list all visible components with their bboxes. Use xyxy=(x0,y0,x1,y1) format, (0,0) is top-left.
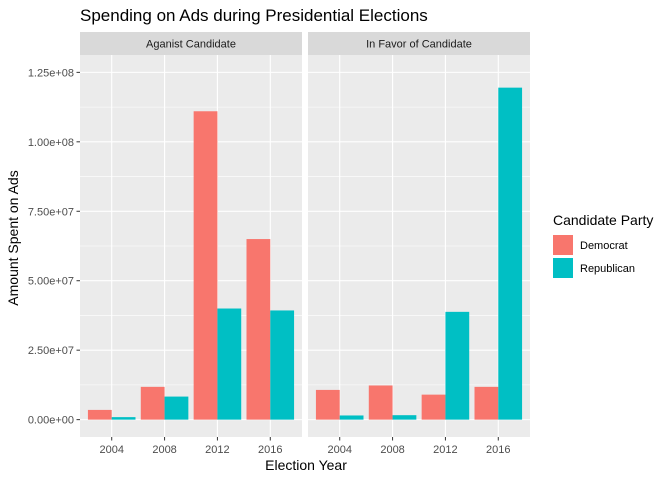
bar-democrat-2004 xyxy=(315,389,340,420)
bar-republican-2016 xyxy=(270,310,295,420)
bar-democrat-2012 xyxy=(421,394,446,420)
x-tick-label: 2016 xyxy=(258,444,282,456)
x-axis-title: Election Year xyxy=(265,457,347,473)
bar-democrat-2004 xyxy=(87,409,112,420)
facet-strip xyxy=(308,32,530,55)
bar-republican-2012 xyxy=(217,308,242,420)
facet-strip-label: Aganist Candidate xyxy=(146,39,236,51)
bar-democrat-2008 xyxy=(368,385,393,420)
legend: Candidate Party Democrat Republican xyxy=(553,212,653,278)
legend-title: Candidate Party xyxy=(553,212,653,228)
x-tick-label: 2004 xyxy=(99,444,123,456)
bar-democrat-2016 xyxy=(474,386,499,420)
bar-republican-2012 xyxy=(445,311,470,420)
bar-democrat-2012 xyxy=(193,111,218,420)
x-tick-label: 2004 xyxy=(327,444,351,456)
legend-label-democrat: Democrat xyxy=(580,240,628,252)
legend-key-democrat xyxy=(553,235,573,255)
legend-label-republican: Republican xyxy=(580,263,635,275)
bar-republican-2004 xyxy=(339,415,364,420)
y-tick-label: 7.50e+07 xyxy=(28,206,74,218)
x-tick-label: 2012 xyxy=(433,444,457,456)
y-tick-label: 1.25e+08 xyxy=(28,67,74,79)
x-tick-label: 2008 xyxy=(152,444,176,456)
x-tick-label: 2016 xyxy=(486,444,510,456)
bar-republican-2008 xyxy=(164,396,189,420)
y-tick-label: 2.50e+07 xyxy=(28,345,74,357)
bar-republican-2004 xyxy=(111,417,136,420)
x-tick-label: 2012 xyxy=(205,444,229,456)
facet-strip xyxy=(80,32,302,55)
facet-strip-label: In Favor of Candidate xyxy=(366,39,472,51)
y-tick-label: 1.00e+08 xyxy=(28,137,74,149)
y-tick-label: 5.00e+07 xyxy=(28,276,74,288)
legend-key-republican xyxy=(553,258,573,278)
x-tick-label: 2008 xyxy=(380,444,404,456)
chart-title: Spending on Ads during Presidential Elec… xyxy=(80,6,428,25)
bar-republican-2008 xyxy=(392,415,417,420)
y-axis-title: Amount Spent on Ads xyxy=(5,170,21,305)
bar-democrat-2016 xyxy=(246,239,271,420)
y-tick-label: 0.00e+00 xyxy=(28,415,74,427)
bar-republican-2016 xyxy=(498,87,523,420)
bar-democrat-2008 xyxy=(140,386,165,420)
